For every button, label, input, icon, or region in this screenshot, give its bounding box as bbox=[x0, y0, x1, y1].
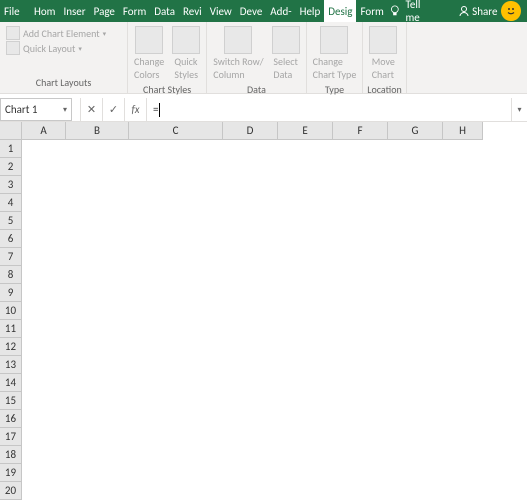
row-header-19[interactable]: 19 bbox=[0, 464, 22, 482]
row-header-5[interactable]: 5 bbox=[0, 212, 22, 230]
change-chart-type-button[interactable]: Change Chart Type bbox=[311, 24, 359, 83]
quick-layout[interactable]: Quick Layout▾ bbox=[6, 41, 121, 55]
group-label: Data bbox=[211, 83, 301, 98]
col-header-D[interactable]: D bbox=[223, 122, 278, 140]
row-header-13[interactable]: 13 bbox=[0, 356, 22, 374]
row-header-8[interactable]: 8 bbox=[0, 266, 22, 284]
fx-icon: fx bbox=[131, 103, 139, 116]
select-all-corner[interactable] bbox=[0, 122, 22, 140]
row-header-11[interactable]: 11 bbox=[0, 320, 22, 338]
check-icon: ✓ bbox=[109, 103, 118, 116]
group-label: Type bbox=[311, 83, 359, 98]
share-icon bbox=[458, 5, 470, 17]
col-header-B[interactable]: B bbox=[66, 122, 129, 140]
formula-bar: Chart 1▾ ✕ ✓ fx = ▾ bbox=[0, 98, 527, 122]
quick-styles-icon bbox=[172, 26, 200, 54]
tab-deve[interactable]: Deve bbox=[236, 0, 267, 22]
tellme-icon bbox=[388, 4, 402, 18]
col-header-G[interactable]: G bbox=[388, 122, 443, 140]
row-header-6[interactable]: 6 bbox=[0, 230, 22, 248]
row-header-18[interactable]: 18 bbox=[0, 446, 22, 464]
row-header-4[interactable]: 4 bbox=[0, 194, 22, 212]
feedback-icon[interactable] bbox=[501, 1, 521, 21]
col-header-E[interactable]: E bbox=[278, 122, 333, 140]
tab-view[interactable]: View bbox=[206, 0, 236, 22]
row-header-1[interactable]: 1 bbox=[0, 140, 22, 158]
quick-layout-icon bbox=[6, 41, 20, 55]
tab-file[interactable]: File bbox=[0, 0, 30, 22]
select-data-button[interactable]: Select Data bbox=[270, 24, 302, 83]
switch-row-col-button[interactable]: Switch Row/ Column bbox=[211, 24, 265, 83]
row-header-14[interactable]: 14 bbox=[0, 374, 22, 392]
tab-add-[interactable]: Add- bbox=[266, 0, 295, 22]
share-button[interactable]: Share bbox=[458, 5, 497, 18]
tab-help[interactable]: Help bbox=[296, 0, 325, 22]
formula-expand[interactable]: ▾ bbox=[511, 98, 527, 121]
tab-form[interactable]: Form bbox=[356, 0, 387, 22]
col-header-A[interactable]: A bbox=[22, 122, 66, 140]
group-label: Location bbox=[367, 83, 401, 98]
col-header-H[interactable]: H bbox=[443, 122, 483, 140]
add-chart-element[interactable]: Add Chart Element▾ bbox=[6, 26, 121, 40]
row-header-12[interactable]: 12 bbox=[0, 338, 22, 356]
titlebar: FileHomInserPageFormDataReviViewDeveAdd-… bbox=[0, 0, 527, 22]
change-type-icon bbox=[320, 26, 348, 54]
select-data-icon bbox=[272, 26, 300, 54]
cancel-button[interactable]: ✕ bbox=[80, 98, 102, 121]
tab-page[interactable]: Page bbox=[90, 0, 119, 22]
row-header-7[interactable]: 7 bbox=[0, 248, 22, 266]
x-icon: ✕ bbox=[87, 103, 96, 116]
row-header-15[interactable]: 15 bbox=[0, 392, 22, 410]
row-header-3[interactable]: 3 bbox=[0, 176, 22, 194]
formula-input[interactable]: = bbox=[146, 98, 511, 121]
change-colors-button[interactable]: Change Colors bbox=[132, 24, 166, 83]
move-chart-icon bbox=[369, 26, 397, 54]
name-box[interactable]: Chart 1▾ bbox=[0, 98, 72, 121]
row-header-9[interactable]: 9 bbox=[0, 284, 22, 302]
row-header-17[interactable]: 17 bbox=[0, 428, 22, 446]
col-header-C[interactable]: C bbox=[129, 122, 223, 140]
enter-button[interactable]: ✓ bbox=[102, 98, 124, 121]
move-chart-button[interactable]: Move Chart bbox=[367, 24, 399, 83]
change-colors-icon bbox=[135, 26, 163, 54]
row-header-2[interactable]: 2 bbox=[0, 158, 22, 176]
ribbon: Add Chart Element▾ Quick Layout▾ Chart L… bbox=[0, 22, 527, 94]
tab-hom[interactable]: Hom bbox=[30, 0, 59, 22]
quick-styles-button[interactable]: Quick Styles bbox=[170, 24, 202, 83]
tab-desig[interactable]: Desig bbox=[324, 0, 356, 22]
tab-form[interactable]: Form bbox=[119, 0, 150, 22]
fx-button[interactable]: fx bbox=[124, 98, 146, 121]
row-header-10[interactable]: 10 bbox=[0, 302, 22, 320]
tab-inser[interactable]: Inser bbox=[59, 0, 89, 22]
col-header-F[interactable]: F bbox=[333, 122, 388, 140]
row-header-16[interactable]: 16 bbox=[0, 410, 22, 428]
switch-icon bbox=[224, 26, 252, 54]
tell-me[interactable]: Tell me bbox=[406, 0, 437, 24]
add-element-icon bbox=[6, 26, 20, 40]
group-label: Chart Layouts bbox=[4, 76, 123, 91]
row-header-20[interactable]: 20 bbox=[0, 482, 22, 500]
group-label: Chart Styles bbox=[132, 83, 202, 98]
tab-revi[interactable]: Revi bbox=[179, 0, 206, 22]
tab-data[interactable]: Data bbox=[150, 0, 179, 22]
